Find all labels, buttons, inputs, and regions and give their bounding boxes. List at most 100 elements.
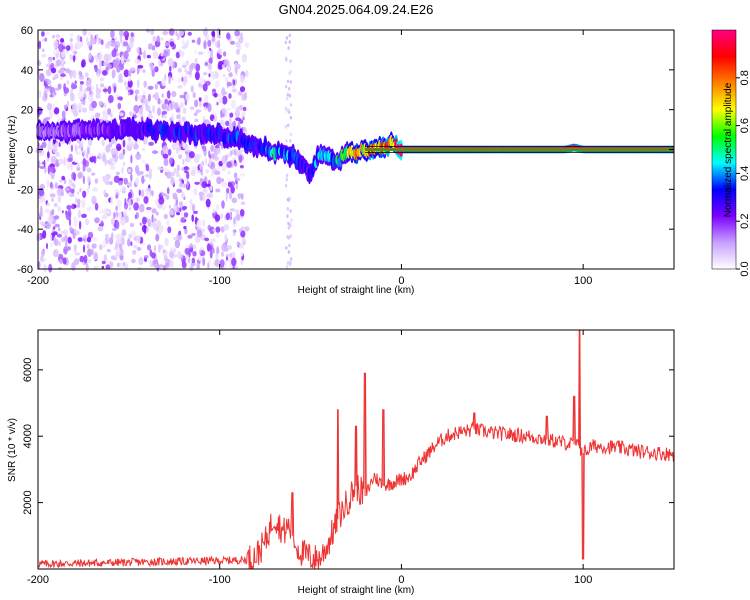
spectrogram-noise-cell [138, 257, 144, 266]
spectrogram-noise-cell [286, 214, 289, 218]
spectrogram-noise-cell [57, 195, 62, 203]
spectrogram-noise-cell [225, 154, 228, 162]
colorbar-tick-label: 0.0 [739, 261, 750, 276]
spectrogram-noise-cell [215, 232, 220, 238]
spectrogram-noise-cell [171, 91, 177, 98]
spectrogram-noise-cell [287, 46, 290, 50]
spectrogram-noise-cell [226, 245, 233, 250]
spectrogram-noise-cell [93, 251, 99, 261]
spectrogram-noise-cell [82, 28, 87, 36]
spectrogram-noise-cell [116, 199, 122, 208]
spectrogram-noise-cell [49, 193, 56, 198]
spectrogram-noise-cell [237, 193, 242, 200]
spectrogram-noise-cell [46, 79, 52, 86]
spectrogram-noise-cell [228, 93, 232, 99]
spectrogram-noise-cell [46, 242, 48, 250]
spectrogram-noise-cell [130, 241, 133, 246]
spectrogram-noise-cell [240, 74, 245, 84]
colorbar-tick-label: 0.2 [739, 214, 750, 229]
spectrogram-noise-cell [101, 265, 105, 269]
spectrogram-noise-cell [181, 76, 184, 82]
snr-spikes [291, 330, 584, 560]
spectrogram-noise-cell [146, 54, 151, 59]
spectrogram-noise-cell [116, 143, 122, 152]
spectrogram-noise-cell [147, 218, 151, 228]
spectrogram-noise-cell [152, 150, 158, 155]
spectrogram-x-tick-label: -100 [209, 275, 231, 287]
spectrogram-noise-cell [133, 202, 140, 211]
spectrogram-noise-cell [110, 255, 116, 261]
spectrogram-noise-cell [207, 49, 211, 56]
spectrogram-noise-cell [201, 78, 204, 86]
spectrogram-noise-cell [179, 50, 185, 58]
spectrogram-noise-cell [168, 28, 175, 36]
spectrogram-noise-cell [133, 111, 136, 115]
spectrogram-noise-cell [56, 233, 63, 238]
spectrogram-noise-cell [58, 206, 61, 213]
spectrogram-noise-cell [83, 88, 87, 94]
spectrogram-noise-cell [41, 48, 45, 53]
spectrogram-noise-cell [288, 87, 291, 91]
spectrogram-noise-cell [77, 237, 83, 242]
spectrogram-noise-cell [215, 226, 221, 233]
spectrogram-noise-cell [139, 222, 142, 226]
spectrogram-noise-cell [94, 178, 99, 184]
spectrogram-noise-cell [106, 61, 109, 65]
spectrogram-noise-cell [155, 233, 160, 242]
spectrogram-noise-cell [199, 249, 202, 254]
spectrogram-noise-cell [133, 244, 138, 249]
spectrogram-noise-cell [121, 56, 124, 65]
spectrogram-noise-cell [227, 182, 233, 188]
spectrogram-noise-cell [288, 40, 291, 44]
spectrogram-noise-cell [184, 99, 188, 106]
spectrogram-noise-cell [182, 158, 185, 165]
spectrogram-noise-cell [52, 49, 57, 56]
spectrogram-noise-cell [288, 261, 292, 265]
spectrogram-noise-cell [158, 264, 165, 268]
spectrogram-noise-cell [111, 232, 114, 239]
spectrogram-noise-cell [154, 66, 159, 73]
spectrogram-noise-cell [205, 168, 209, 174]
spectrogram-noise-cell [82, 190, 87, 198]
spectrogram-noise-cell [168, 210, 174, 216]
spectrogram-noise-cell [82, 175, 85, 185]
spectrogram-noise-cell [171, 76, 174, 81]
spectrogram-noise-cell [117, 96, 123, 101]
spectrogram-noise-cell [91, 100, 97, 109]
spectrogram-noise-cell [94, 217, 100, 224]
spectrogram-noise-cell [111, 228, 117, 231]
spectrogram-noise-cell [148, 110, 152, 114]
spectrogram-noise-cell [86, 166, 89, 171]
spectrogram-noise-cell [84, 72, 89, 78]
spectrogram-noise-cell [284, 106, 288, 111]
spectrogram-noise-cell [209, 249, 213, 259]
spectrogram-noise-cell [208, 73, 211, 78]
spectrogram-noise-cell [110, 148, 117, 155]
spectrogram-noise-cell [202, 219, 206, 228]
spectrogram-noise-cell [238, 155, 243, 163]
spectrogram-noise-cell [162, 30, 169, 36]
spectrogram-noise-cell [207, 39, 212, 47]
spectrogram-noise-cell [191, 203, 196, 212]
spectrogram-noise-cell [110, 165, 116, 170]
spectrogram-noise-cell [285, 109, 289, 113]
spectrogram-noise-cell [47, 140, 52, 150]
spectrogram-noise-cell [102, 69, 108, 76]
spectrogram-noise-cell [97, 152, 102, 160]
spectrogram-noise-cell [234, 66, 238, 74]
spectrogram-noise-cell [286, 79, 290, 84]
spectrogram-noise-cell [54, 223, 60, 228]
spectrogram-noise-cell [46, 179, 50, 188]
snr-x-axis-label: Height of straight line (km) [298, 585, 415, 596]
spectrogram-noise-cell [138, 170, 144, 175]
snr-y-tick-label: 6000 [22, 358, 34, 382]
spectrogram-noise-cell [93, 155, 97, 164]
spectrogram-noise-cell [102, 239, 107, 248]
spectrogram-noise-cell [90, 38, 97, 45]
spectrogram-noise-cell [86, 151, 89, 159]
spectrogram-noise-cell [68, 178, 73, 187]
spectrogram-noise-cell [180, 212, 183, 217]
spectrogram-noise-cell [60, 59, 65, 65]
spectrogram-noise-cell [81, 213, 87, 218]
spectrogram-noise-cell [52, 226, 56, 230]
